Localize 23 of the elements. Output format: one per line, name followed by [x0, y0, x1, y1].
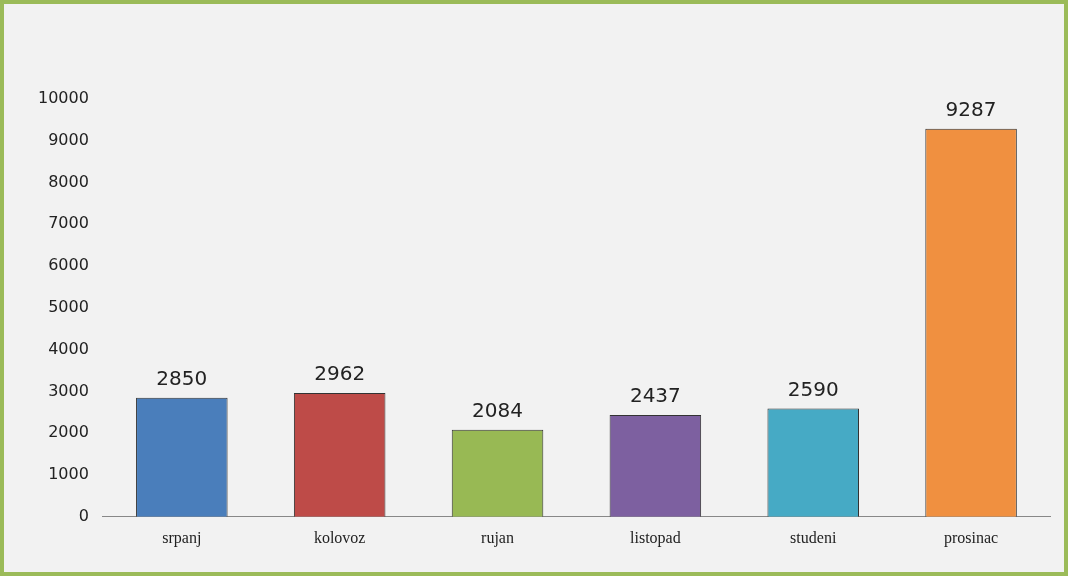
y-tick-label: 5000 — [48, 297, 89, 317]
x-tick-label: srpanj — [162, 528, 202, 547]
data-label: 2590 — [787, 376, 839, 401]
y-tick-label: 6000 — [48, 255, 89, 275]
data-label: 2850 — [156, 365, 208, 390]
data-label: 2437 — [629, 383, 681, 408]
y-tick-label: 9000 — [48, 129, 89, 149]
y-tick-label: 2000 — [48, 422, 89, 442]
y-tick-label: 10000 — [37, 88, 89, 108]
x-tick-label: rujan — [481, 528, 514, 547]
y-tick-label: 0 — [78, 505, 89, 525]
data-label: 2084 — [472, 397, 523, 422]
x-tick-label: kolovoz — [313, 528, 366, 546]
y-tick-label: 8000 — [48, 171, 89, 191]
y-tick-label: 4000 — [48, 338, 89, 358]
data-label: 9287 — [945, 96, 997, 121]
y-tick-label: 3000 — [48, 380, 89, 400]
y-tick-label: 1000 — [48, 464, 89, 484]
data-label: 2962 — [314, 361, 366, 386]
x-tick-label: prosinac — [943, 528, 999, 547]
x-tick-label: listopad — [630, 528, 681, 547]
x-tick-label: studeni — [790, 528, 837, 546]
y-tick-label: 7000 — [48, 213, 89, 233]
